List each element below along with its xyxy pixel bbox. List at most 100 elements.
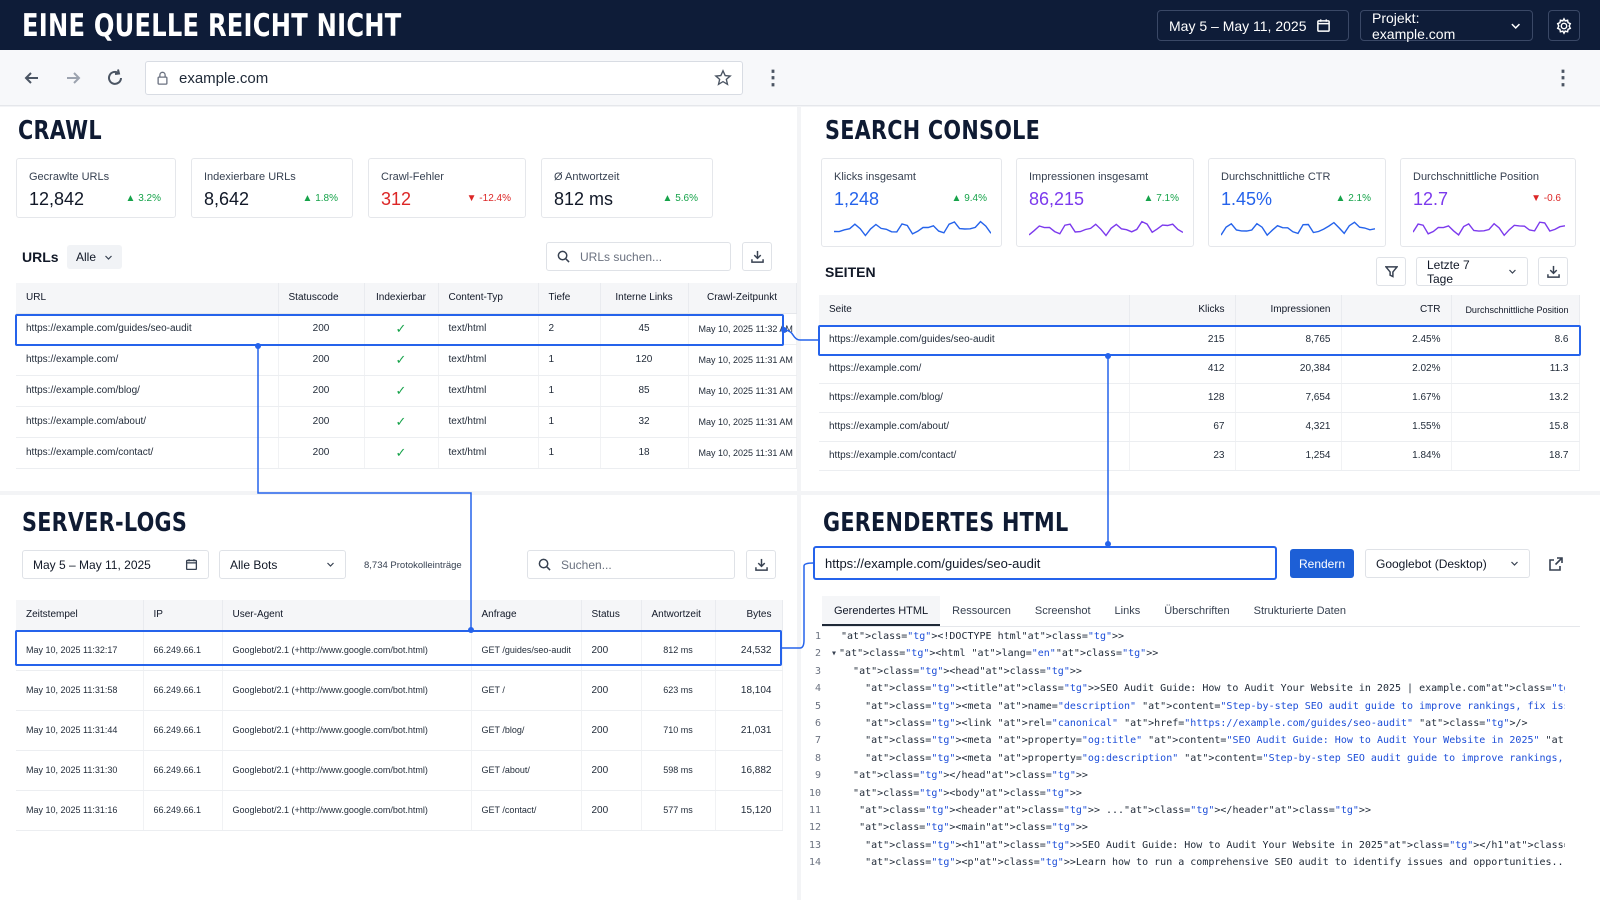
table-row[interactable]: May 10, 2025 11:32:17 66.249.66.1 Googlebo… [16,630,783,671]
line-number: 4 [814,683,821,695]
search-icon [538,558,551,571]
table-cell: 66.249.66.1 [143,710,223,751]
bots-select[interactable]: Alle Bots [219,550,346,579]
column-header[interactable]: Interne Links [600,283,689,314]
range-select[interactable]: Letzte 7 Tage [1416,257,1528,286]
date-range-label: May 5 – May 11, 2025 [1169,17,1307,34]
table-row[interactable]: https://example.com/412 20,384 2.02% 11.3 [819,354,1580,384]
table-cell: May 10, 2025 11:31 AM [688,375,797,407]
column-header[interactable]: Content-Typ [438,283,539,314]
user-agent-select[interactable]: Googlebot (Desktop) [1365,549,1530,578]
pages-download-button[interactable] [1538,257,1568,286]
table-cell: 1 [538,344,601,376]
column-header[interactable]: User-Agent [222,600,472,631]
tab-gerendertes-html[interactable]: Gerendertes HTML [822,596,941,626]
gsc-kpi-card: Impressionen insgesamt 86,215 ▲ 7.1% [1016,158,1194,247]
table-row[interactable]: May 10, 2025 11:31:58 66.249.66.1 Googlebo… [16,670,783,711]
kpi-value: 1,248 [834,189,880,209]
star-icon[interactable] [714,69,732,87]
table-cell: 200 [278,313,365,345]
code-line: 7 "at">class="tg"><meta "at">property="o… [805,732,1565,749]
table-cell: https://example.com/about/ [819,412,1130,442]
table-row[interactable]: https://example.com/about/200 ✓ text/html 1… [16,406,797,438]
table-cell: Googlebot/2.1 (+http://www.google.com/bo… [222,750,472,791]
column-header[interactable]: Klicks [1129,295,1236,326]
date-range-picker[interactable]: May 5 – May 11, 2025 [1157,10,1349,41]
tab-strukturierte-daten[interactable]: Strukturierte Daten [1253,605,1346,617]
external-link-icon [1549,556,1563,571]
chevron-down-icon [1510,23,1520,29]
column-header[interactable]: Bytes [715,600,783,631]
column-header[interactable]: Durchschnittliche Position [1451,295,1580,326]
kpi-label: Gecrawlte URLs [29,171,110,183]
column-header[interactable]: Indexierbar [364,283,439,314]
table-cell: https://example.com/ [819,354,1130,384]
column-header[interactable]: Status [581,600,642,631]
column-header[interactable]: Zeitstempel [16,600,144,631]
logs-download-button[interactable] [746,550,776,579]
table-row[interactable]: https://example.com/contact/200 ✓ text/htm… [16,437,797,469]
url-filter-select[interactable]: Alle [67,245,123,269]
tab-ressourcen[interactable]: Ressourcen [952,605,1011,617]
table-row[interactable]: https://example.com/about/67 4,321 1.55% 15… [819,412,1580,442]
more-menu-icon[interactable]: ⋮ [1553,67,1573,89]
tab-überschriften[interactable]: Überschriften [1164,605,1230,617]
table-row[interactable]: May 10, 2025 11:31:44 66.249.66.1 Googlebo… [16,710,783,751]
url-search-input[interactable]: URLs suchen... [546,242,731,271]
code-text: "at">class="tg"><html "at">lang="en""at"… [839,648,1159,660]
code-line: 5 "at">class="tg"><meta "at">name="descr… [805,698,1565,715]
crawl-download-button[interactable] [742,242,772,271]
kpi-delta: ▲ 3.2% [125,193,161,204]
logs-date-range[interactable]: May 5 – May 11, 2025 [22,550,209,579]
column-header[interactable]: Tiefe [538,283,601,314]
top-bar: EINE QUELLE REICHT NICHT May 5 – May 11,… [0,0,1600,50]
render-button[interactable]: Rendern [1290,549,1354,578]
table-row[interactable]: https://example.com/blog/200 ✓ text/html 1 8… [16,375,797,407]
column-header[interactable]: Seite [819,295,1130,326]
table-row[interactable]: https://example.com/200 ✓ text/html 1 120 May… [16,344,797,376]
code-text: "at">class="tg"><main"at">class="tg">> [859,822,1088,834]
back-button[interactable] [20,66,44,90]
kpi-value: 812 ms [554,189,614,209]
forward-button[interactable] [61,66,85,90]
browser-menu-icon[interactable]: ⋮ [763,67,783,89]
table-cell: 67 [1129,412,1236,442]
table-row[interactable]: https://example.com/contact/23 1,254 1.84%… [819,441,1580,471]
column-header[interactable]: Statuscode [278,283,365,314]
table-cell: 200 [278,344,365,376]
settings-button[interactable] [1548,10,1580,41]
open-external-button[interactable] [1541,549,1571,578]
render-url-input[interactable]: https://example.com/guides/seo-audit [813,546,1277,580]
logs-search-input[interactable]: Suchen... [527,550,735,579]
line-number: 12 [808,822,821,834]
table-cell: 18,104 [715,670,783,711]
tab-screenshot[interactable]: Screenshot [1034,605,1091,617]
filter-button[interactable] [1376,257,1406,286]
logs-date-label: May 5 – May 11, 2025 [33,557,151,572]
log-count: 8,734 Protokolleinträge [364,560,462,571]
reload-button[interactable] [103,66,127,90]
project-select[interactable]: Projekt: example.com [1360,10,1533,42]
table-row[interactable]: https://example.com/guides/seo-audit 200 ✓… [16,313,797,345]
table-cell: 66.249.66.1 [143,790,223,831]
kpi-value: 312 [381,189,412,209]
collapse-arrow-icon[interactable]: ▾ [831,648,838,660]
table-cell: https://example.com/blog/ [16,375,279,407]
column-header[interactable]: Crawl-Zeitpunkt [688,283,797,314]
tab-links[interactable]: Links [1114,605,1141,617]
table-row[interactable]: May 10, 2025 11:31:30 66.249.66.1 Googlebo… [16,750,783,791]
table-cell: https://example.com/contact/ [819,441,1130,471]
table-cell: 13.2 [1451,383,1580,413]
table-row[interactable]: https://example.com/guides/seo-audit 215 8… [819,325,1580,355]
column-header[interactable]: IP [143,600,223,631]
column-header[interactable]: Impressionen [1235,295,1342,326]
table-cell: 8,765 [1235,325,1342,355]
column-header[interactable]: Anfrage [471,600,582,631]
column-header[interactable]: URL [16,283,279,314]
arrow-right-icon [67,72,81,84]
column-header[interactable]: CTR [1341,295,1452,326]
table-row[interactable]: May 10, 2025 11:31:16 66.249.66.1 Googlebo… [16,790,783,831]
address-bar[interactable]: example.com [145,61,743,95]
table-row[interactable]: https://example.com/blog/128 7,654 1.67% 13… [819,383,1580,413]
column-header[interactable]: Antwortzeit [641,600,716,631]
